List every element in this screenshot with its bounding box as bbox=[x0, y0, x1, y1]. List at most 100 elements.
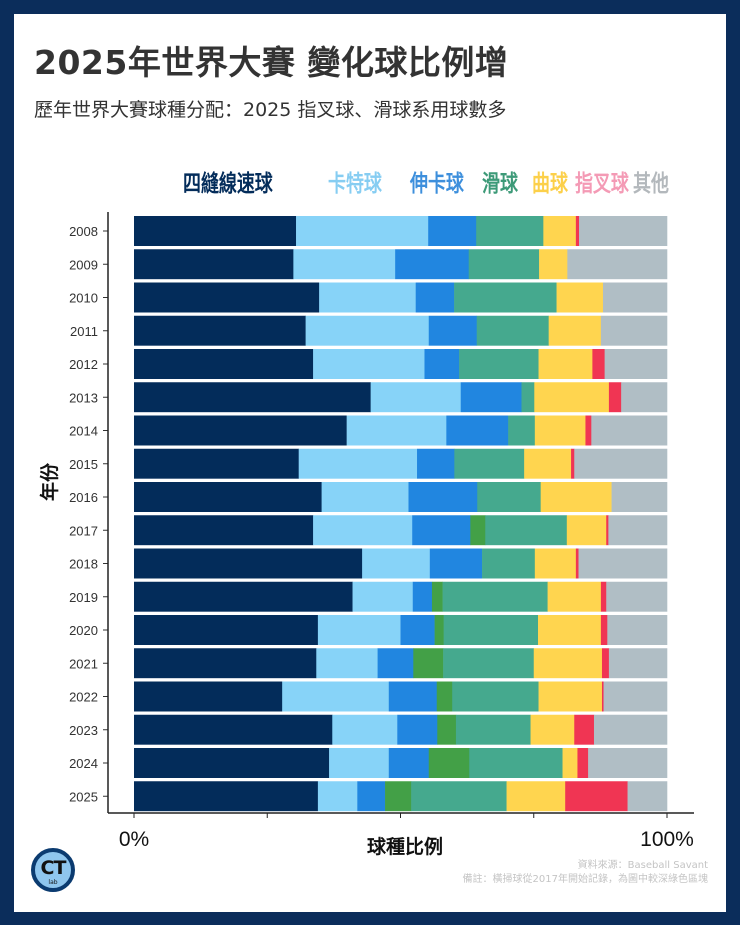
bar-segment bbox=[600, 315, 668, 346]
bar-segment bbox=[538, 349, 593, 379]
bar-segment bbox=[134, 216, 297, 246]
bar-segment bbox=[482, 548, 536, 579]
legend-item: 其他 bbox=[633, 171, 669, 197]
year-tick-label: 2015 bbox=[69, 457, 98, 472]
bar-segment bbox=[566, 515, 607, 546]
bar-segment bbox=[413, 648, 444, 679]
bar-segment bbox=[455, 714, 531, 745]
bar-segment bbox=[395, 249, 470, 280]
bar-segment bbox=[319, 282, 417, 313]
year-tick-label: 2012 bbox=[69, 357, 98, 372]
bar-segment bbox=[134, 515, 314, 546]
bar-segment bbox=[601, 681, 604, 712]
bar-segment bbox=[611, 482, 668, 512]
bar-segment bbox=[592, 349, 605, 379]
year-tick-label: 2025 bbox=[69, 789, 98, 804]
chart-title: 2025年世界大賽 變化球比例增 bbox=[34, 43, 509, 82]
bar-segment bbox=[321, 482, 409, 512]
bar-segment bbox=[600, 581, 607, 612]
bar-segment bbox=[411, 781, 507, 812]
bar-segment bbox=[437, 714, 457, 745]
bar-segment bbox=[377, 648, 414, 679]
bar-segment bbox=[534, 548, 577, 579]
legend-item: 滑球 bbox=[482, 171, 518, 197]
bar-segment bbox=[540, 482, 612, 512]
bar-segment bbox=[298, 448, 418, 479]
bar-segment bbox=[538, 615, 602, 645]
bar-segment bbox=[362, 548, 431, 579]
bar-segment bbox=[608, 515, 668, 546]
bar-segment bbox=[385, 781, 412, 812]
note-text: 備註：橫掃球從2017年開始記錄，為圖中較深綠色區塊 bbox=[462, 874, 708, 885]
legend-item: 伸卡球 bbox=[410, 171, 464, 197]
bar-segment bbox=[533, 648, 603, 679]
bar-segment bbox=[468, 249, 540, 280]
bar-segment bbox=[412, 581, 433, 612]
year-tick-label: 2017 bbox=[69, 523, 98, 538]
bar-segment bbox=[567, 249, 668, 280]
bar-segment bbox=[313, 349, 425, 379]
bar-segment bbox=[603, 681, 668, 712]
bar-segment bbox=[539, 249, 568, 280]
bar-segment bbox=[134, 615, 319, 645]
bar-segment bbox=[621, 382, 668, 413]
bar-segment bbox=[562, 748, 578, 778]
bar-segment bbox=[627, 781, 668, 812]
legend-item: 指叉球 bbox=[575, 171, 629, 197]
bar-segment bbox=[134, 581, 353, 612]
bar-segment bbox=[588, 748, 668, 778]
year-tick-label: 2024 bbox=[69, 756, 98, 771]
bar-segment bbox=[134, 482, 322, 512]
bar-segment bbox=[370, 382, 462, 413]
bar-segment bbox=[443, 615, 539, 645]
bar-segment bbox=[293, 249, 396, 280]
bar-segment bbox=[428, 315, 478, 346]
year-tick-label: 2014 bbox=[69, 424, 98, 439]
bar-segment bbox=[543, 216, 577, 246]
legend-item: 曲球 bbox=[532, 171, 568, 197]
bar-segment bbox=[397, 714, 438, 745]
bar-segment bbox=[134, 748, 330, 778]
bar-segment bbox=[296, 216, 429, 246]
bar-segment bbox=[431, 581, 443, 612]
bar-segment bbox=[134, 681, 283, 712]
bar-segment bbox=[591, 415, 668, 446]
year-tick-label: 2019 bbox=[69, 590, 98, 605]
bar-segment bbox=[548, 315, 602, 346]
bar-segment bbox=[429, 548, 483, 579]
year-tick-label: 2016 bbox=[69, 490, 98, 505]
bar-segment bbox=[606, 581, 668, 612]
legend-item: 卡特球 bbox=[328, 171, 382, 197]
bar-segment bbox=[415, 282, 455, 313]
x-tick-label: 100% bbox=[640, 828, 694, 851]
bar-segment bbox=[428, 748, 470, 778]
bar-segment bbox=[388, 748, 430, 778]
bar-segment bbox=[538, 681, 603, 712]
bar-segment bbox=[412, 515, 471, 546]
bar-segment bbox=[470, 515, 486, 546]
bar-segment bbox=[305, 315, 430, 346]
bar-segment bbox=[454, 282, 557, 313]
bar-segment bbox=[134, 781, 319, 812]
bar-segment bbox=[574, 448, 668, 479]
bar-segment bbox=[134, 415, 347, 446]
bar-segment bbox=[575, 216, 580, 246]
source-text: 資料來源：Baseball Savant bbox=[577, 860, 708, 871]
bar-segment bbox=[134, 249, 294, 280]
ct-lab-logo: CT lab bbox=[31, 848, 75, 892]
bar-segment bbox=[316, 648, 378, 679]
chart-subtitle: 歷年世界大賽球種分配：2025 指叉球、滑球系用球數多 bbox=[34, 99, 507, 121]
year-tick-label: 2023 bbox=[69, 723, 98, 738]
year-tick-label: 2009 bbox=[69, 257, 98, 272]
bar-segment bbox=[400, 615, 435, 645]
bar-segment bbox=[459, 349, 539, 379]
bar-segment bbox=[408, 482, 478, 512]
year-tick-label: 2022 bbox=[69, 690, 98, 705]
bar-segment bbox=[134, 349, 314, 379]
year-tick-label: 2020 bbox=[69, 623, 98, 638]
bar-segment bbox=[388, 681, 438, 712]
bar-segment bbox=[452, 681, 539, 712]
bar-segment bbox=[134, 315, 306, 346]
logo-text: CT bbox=[40, 857, 67, 879]
year-tick-label: 2011 bbox=[70, 324, 98, 339]
